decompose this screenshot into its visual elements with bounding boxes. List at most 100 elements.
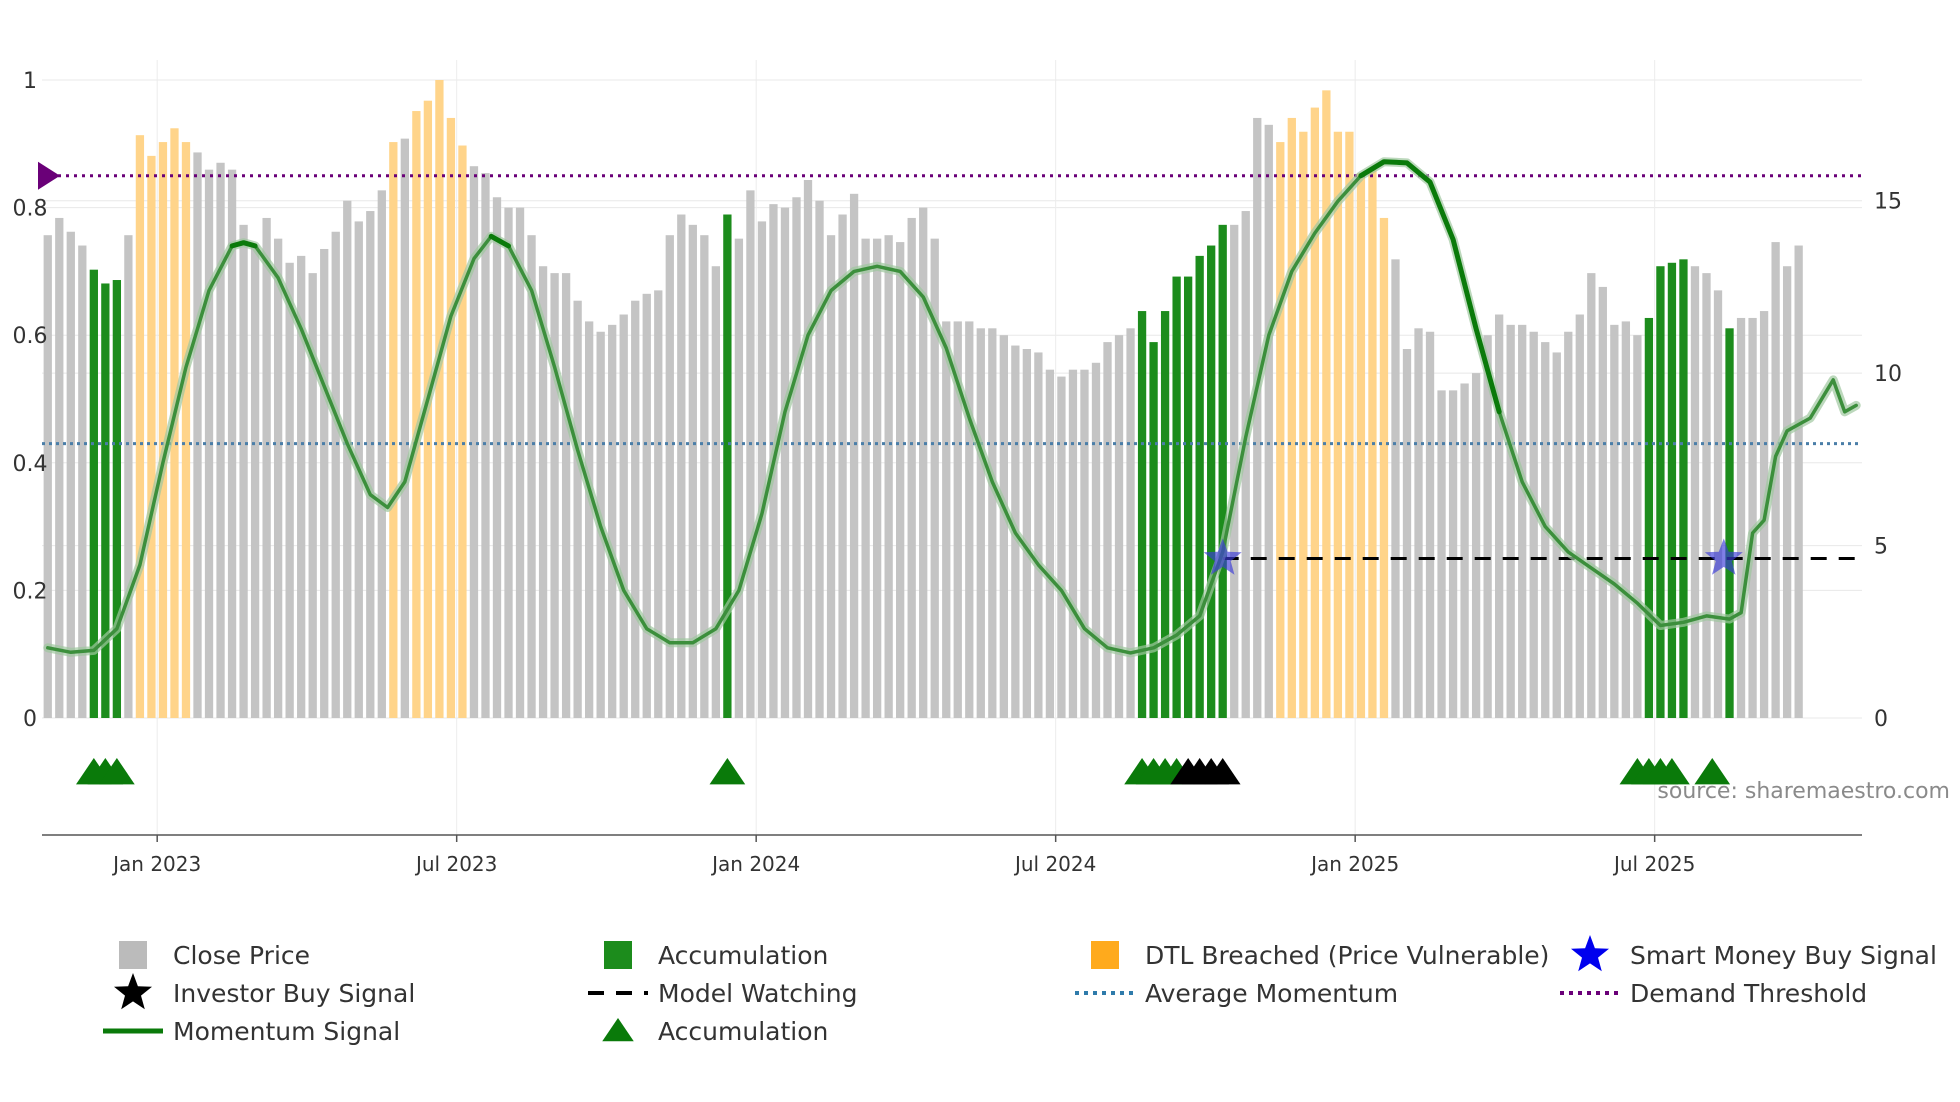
close-price-bar xyxy=(1633,335,1642,718)
x-tick-label: Jan 2025 xyxy=(1309,852,1399,876)
close-price-bar xyxy=(688,224,697,718)
left-tick-label: 0.6 xyxy=(13,324,48,349)
dtl-breached-bar xyxy=(458,145,467,719)
close-price-bar xyxy=(1264,124,1273,718)
close-price-bar xyxy=(1483,335,1492,718)
close-price-bar xyxy=(1114,335,1124,718)
legend-item: Accumulation xyxy=(604,941,828,970)
legend-label: DTL Breached (Price Vulnerable) xyxy=(1145,941,1549,970)
close-price-bar xyxy=(1253,117,1262,719)
momentum-signal-strong xyxy=(229,240,258,249)
source-label: source: sharemaestro.com xyxy=(1657,779,1950,804)
close-price-bar xyxy=(942,321,951,718)
close-price-bar xyxy=(1713,290,1723,718)
legend-item: Investor Buy Signal xyxy=(114,973,415,1010)
accumulation-bar xyxy=(1725,328,1734,718)
left-tick-label: 0 xyxy=(23,707,37,732)
close-price-bar xyxy=(1103,342,1112,718)
close-price-bar xyxy=(204,169,214,719)
right-tick-label: 10 xyxy=(1874,362,1902,387)
close-price-bar xyxy=(1022,348,1032,718)
close-price-bar xyxy=(746,190,755,718)
close-price-bar xyxy=(1448,390,1458,718)
accumulation-bar xyxy=(1656,266,1665,718)
legend-label: Smart Money Buy Signal xyxy=(1630,941,1937,970)
close-price-bar xyxy=(285,262,294,718)
close-price-bar xyxy=(78,245,87,718)
momentum-signal-strong xyxy=(1358,159,1502,415)
legend-label: Investor Buy Signal xyxy=(173,979,415,1008)
accumulation-bar xyxy=(1149,342,1158,718)
close-price-bar xyxy=(331,231,340,718)
left-tick-label: 1 xyxy=(23,69,37,94)
dtl-breached-bar xyxy=(446,117,456,719)
dtl-breached-bar xyxy=(158,142,168,718)
dtl-breached-bar xyxy=(1287,117,1296,719)
close-price-bar xyxy=(1702,273,1711,718)
signal-lines xyxy=(38,157,1862,658)
close-price-bar xyxy=(504,207,513,718)
legend-swatch xyxy=(1091,941,1119,969)
legend-swatch xyxy=(604,941,632,969)
legend-item: Average Momentum xyxy=(1075,979,1398,1008)
legend-label: Accumulation xyxy=(658,941,828,970)
x-tick-label: Jan 2023 xyxy=(111,852,201,876)
close-price-bar xyxy=(481,173,490,718)
legend-label: Accumulation xyxy=(658,1017,828,1046)
close-price-bar xyxy=(930,238,939,719)
close-price-bar xyxy=(1598,286,1607,718)
dtl-breached-bar xyxy=(435,80,444,718)
close-price-bar xyxy=(193,152,202,718)
close-price-bar xyxy=(815,200,824,718)
legend-label: Momentum Signal xyxy=(173,1017,400,1046)
close-price-bar xyxy=(43,235,52,718)
x-tick-label: Jul 2023 xyxy=(414,852,497,876)
left-tick-label: 0.8 xyxy=(13,197,48,222)
right-tick-label: 0 xyxy=(1874,707,1888,732)
x-tick-label: Jul 2024 xyxy=(1013,852,1096,876)
accumulation-marker xyxy=(99,758,135,785)
accumulation-bar xyxy=(89,269,98,718)
close-price-bar xyxy=(1495,314,1504,718)
accumulation-bar xyxy=(1644,317,1654,718)
close-price-bar xyxy=(1034,352,1043,718)
close-price-bar xyxy=(527,235,536,718)
close-price-bar xyxy=(1091,362,1101,718)
close-price-bar xyxy=(631,300,640,718)
legend-label: Close Price xyxy=(173,941,310,970)
close-price-bar xyxy=(849,193,859,718)
accumulation-marker xyxy=(1654,758,1690,785)
close-price-bar xyxy=(1736,317,1746,718)
close-price-bar xyxy=(550,273,559,718)
close-price-bar xyxy=(1518,324,1527,718)
dtl-breached-bar xyxy=(412,111,421,718)
close-price-bar xyxy=(654,290,663,718)
close-price-bar xyxy=(343,200,352,718)
close-price-bar xyxy=(55,217,64,718)
accumulation-bar xyxy=(1172,276,1181,718)
close-price-bar xyxy=(999,335,1008,718)
legend-item: Demand Threshold xyxy=(1560,979,1867,1008)
close-price-bar xyxy=(826,235,836,718)
close-price-bar xyxy=(320,248,329,719)
close-price-bar xyxy=(907,217,916,718)
close-price-bar xyxy=(308,273,317,718)
legend-label: Demand Threshold xyxy=(1630,979,1867,1008)
legend-item: Model Watching xyxy=(588,979,858,1008)
accumulation-bar xyxy=(1207,245,1216,718)
close-price-bar xyxy=(619,314,628,718)
close-price-bar xyxy=(297,255,306,718)
close-price-bar xyxy=(1080,369,1089,718)
legend-star-icon xyxy=(114,973,152,1010)
close-price-bar xyxy=(239,224,248,718)
close-price-bar xyxy=(1437,390,1446,718)
legend-star-icon xyxy=(1571,935,1609,972)
momentum-signal-line xyxy=(46,159,1858,655)
accumulation-bar xyxy=(723,214,732,718)
close-price-bar xyxy=(515,207,525,718)
dtl-breached-bar xyxy=(389,142,398,718)
accumulation-bar xyxy=(1667,262,1677,718)
right-tick-label: 15 xyxy=(1874,190,1902,215)
